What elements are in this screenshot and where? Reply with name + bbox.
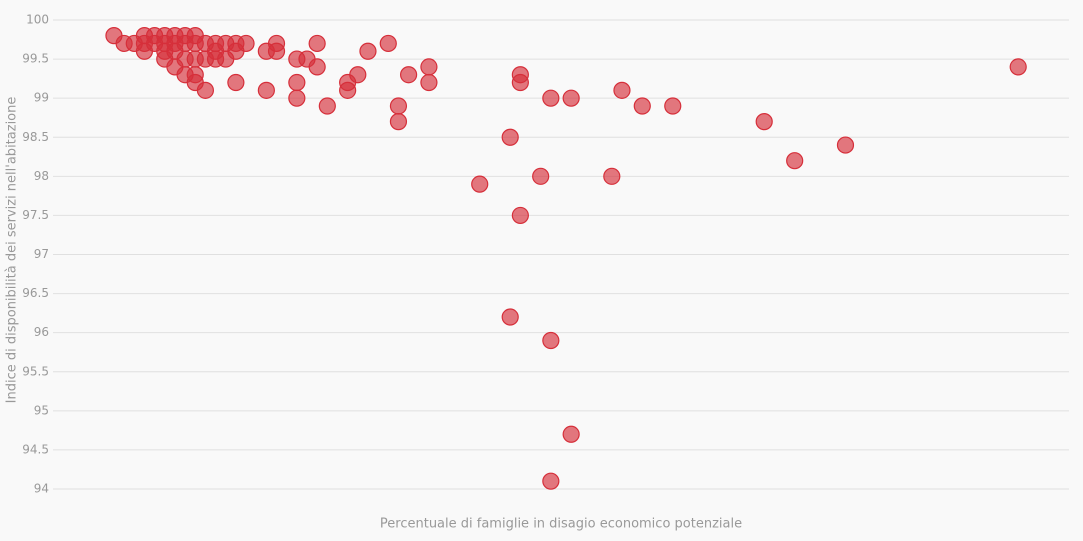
point — [389, 97, 408, 115]
point — [664, 97, 682, 115]
y-tick-label: 96 — [34, 325, 49, 339]
point — [542, 472, 560, 490]
y-tick-label: 94.5 — [22, 442, 49, 456]
point — [836, 136, 855, 154]
point — [562, 425, 580, 443]
point — [288, 89, 306, 107]
y-tick-label: 97 — [34, 247, 49, 261]
point — [308, 34, 326, 53]
point — [267, 42, 286, 60]
point — [511, 206, 529, 225]
point — [1009, 58, 1027, 76]
point — [257, 81, 275, 99]
y-tick-label: 96.5 — [22, 286, 49, 300]
point — [786, 152, 804, 170]
point — [511, 73, 529, 92]
point — [237, 34, 255, 53]
point — [318, 97, 336, 115]
y-tick-label: 95.5 — [22, 364, 49, 378]
point — [349, 66, 367, 84]
point — [613, 81, 631, 99]
point — [227, 73, 245, 92]
point — [196, 81, 214, 99]
point — [339, 81, 357, 99]
point — [288, 73, 306, 92]
point — [633, 97, 651, 115]
point — [400, 66, 418, 84]
y-axis-title: Indice di disponibilità dei servizi nell… — [5, 97, 20, 404]
point — [501, 308, 519, 326]
x-axis-title: Percentuale di famiglie in disagio econo… — [380, 517, 742, 532]
point — [308, 58, 326, 76]
point — [379, 34, 397, 53]
y-tick-label: 99 — [34, 91, 49, 105]
point — [542, 89, 560, 107]
point — [420, 73, 438, 92]
y-tick-label: 98.5 — [22, 130, 49, 144]
point — [562, 89, 580, 107]
point — [542, 331, 560, 350]
point — [603, 167, 621, 185]
y-tick-label: 99.5 — [22, 52, 49, 66]
y-tick-label: 97.5 — [22, 208, 49, 222]
y-tick-label: 95 — [34, 403, 49, 417]
point — [471, 175, 489, 193]
point — [532, 167, 550, 185]
point — [389, 113, 408, 131]
y-tick-label: 94 — [34, 482, 49, 496]
point — [755, 113, 773, 131]
point — [420, 58, 438, 76]
point — [501, 128, 519, 146]
y-tick-label: 98 — [34, 169, 49, 183]
point — [359, 42, 377, 60]
y-tick-label: 100 — [26, 13, 49, 27]
